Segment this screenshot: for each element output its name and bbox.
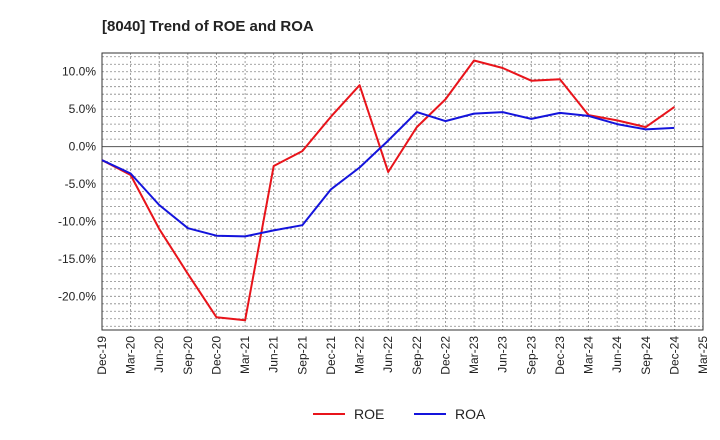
y-tick-label: -5.0% [65,177,97,191]
series-line-roa [101,111,675,238]
y-axis-tick-labels: 10.0% 5.0% 0.0% -5.0% -10.0% -15.0% -20.0% [58,65,96,304]
y-tick-label: 10.0% [62,65,96,79]
x-tick-label: Mar-20 [124,336,138,374]
y-tick-label: 0.0% [69,140,97,154]
legend-roe-label: ROE [354,406,384,422]
x-tick-label: Dec-23 [553,336,567,375]
x-axis-tick-labels: Dec-19 Mar-20 Jun-20 Sep-20 Dec-20 Mar-21 Jun-… [95,336,710,375]
x-tick-label: Mar-24 [582,336,596,374]
legend: ROE ROA [313,406,486,422]
x-tick-label: Mar-25 [696,336,710,374]
plot-frame [101,52,704,331]
x-tick-label: Mar-21 [238,336,252,374]
x-tick-label: Jun-22 [381,336,395,373]
x-tick-label: Sep-20 [181,336,195,375]
x-tick-label: Sep-22 [410,336,424,375]
x-tick-label: Mar-22 [353,336,367,374]
x-tick-label: Dec-22 [438,336,452,375]
chart-title: [8040] Trend of ROE and ROA [102,18,314,35]
x-tick-label: Dec-19 [95,336,109,375]
x-tick-label: Mar-23 [467,336,481,374]
x-tick-label: Jun-20 [152,336,166,373]
series-lines [101,59,675,322]
x-tick-label: Sep-23 [524,336,538,375]
x-tick-label: Jun-21 [267,336,281,373]
y-tick-label: -10.0% [58,214,96,228]
series-line-roe [101,59,675,322]
x-tick-label: Dec-21 [324,336,338,375]
x-tick-label: Dec-24 [667,336,681,375]
legend-roa-label: ROA [455,406,486,422]
y-tick-label: 5.0% [69,102,97,116]
x-tick-label: Sep-24 [639,336,653,375]
y-tick-label: -20.0% [58,289,96,303]
horizontal-gridlines [102,56,703,327]
x-tick-label: Jun-23 [496,336,510,373]
x-tick-label: Jun-24 [610,336,624,373]
x-tick-label: Dec-20 [209,336,223,375]
y-tick-label: -15.0% [58,252,96,266]
x-tick-label: Sep-21 [295,336,309,375]
